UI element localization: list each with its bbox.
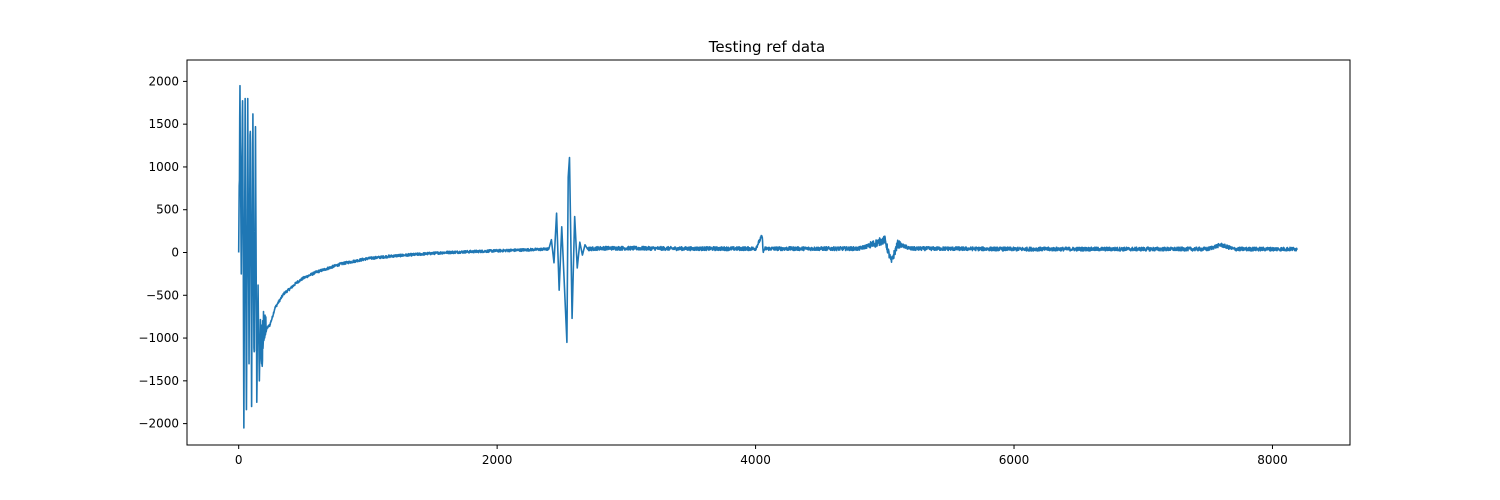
x-tick-label: 4000 <box>740 453 771 467</box>
y-tick-label: 1500 <box>148 117 179 131</box>
x-tick-label: 2000 <box>482 453 513 467</box>
y-tick-label: 1000 <box>148 160 179 174</box>
y-tick-label: 500 <box>156 203 179 217</box>
y-axis: −2000 −1500 −1000 −500 0 500 1000 1500 2000 <box>138 74 187 431</box>
series-line <box>237 84 1298 429</box>
y-tick-label: 0 <box>171 246 179 260</box>
chart-title: Testing ref data <box>708 38 825 56</box>
y-tick-label: −500 <box>146 288 179 302</box>
y-tick-label: −2000 <box>138 417 179 431</box>
series-layer <box>237 84 1298 429</box>
y-tick-label: −1500 <box>138 374 179 388</box>
x-tick-label: 8000 <box>1257 453 1288 467</box>
x-tick-label: 0 <box>235 453 243 467</box>
x-axis: 0 2000 4000 6000 8000 <box>235 445 1288 467</box>
y-tick-label: 2000 <box>148 74 179 88</box>
y-tick-label: −1000 <box>138 331 179 345</box>
x-tick-label: 6000 <box>999 453 1030 467</box>
